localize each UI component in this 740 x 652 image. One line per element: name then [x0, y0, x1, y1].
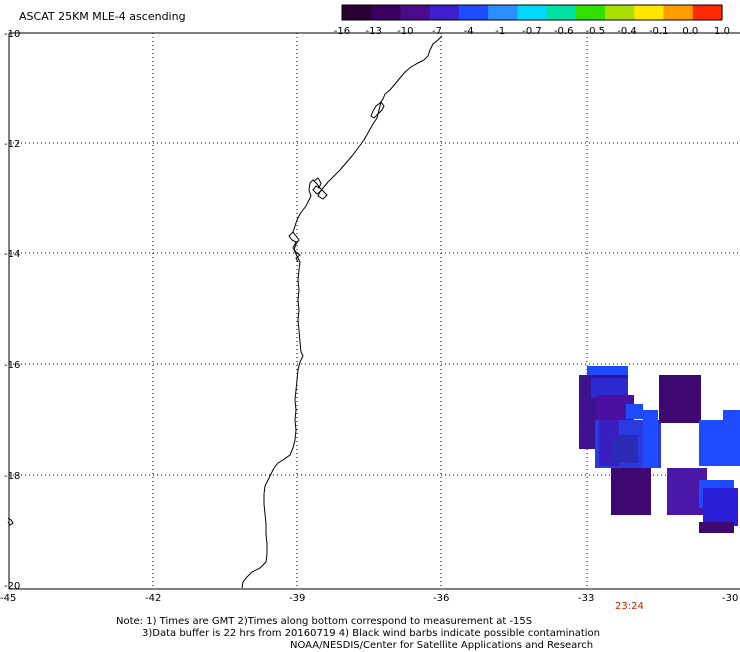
colorbar — [341, 4, 723, 21]
lon-label: -39 — [289, 593, 305, 604]
colorbar-labels: -16 -13 -10 -7 -4 -1 -0.7 -0.6 -0.5 -0.4 -0.1 0.0 1.… — [334, 26, 730, 37]
colorbar-segment — [429, 5, 460, 20]
colorbar-label: -0.1 — [649, 26, 669, 37]
lat-axis-labels: -10 -12 -14 -16 -18 -20 — [4, 29, 20, 592]
lat-label: -18 — [4, 471, 20, 482]
colorbar-label: -13 — [366, 26, 382, 37]
colorbar-segment — [605, 5, 635, 20]
colorbar-label: -10 — [397, 26, 413, 37]
lat-label: -12 — [4, 139, 20, 150]
wind-data-cells — [579, 366, 740, 533]
lat-label: -14 — [4, 249, 20, 260]
data-gap — [709, 472, 740, 480]
note-line-2: 3)Data buffer is 22 hrs from 20160719 4)… — [142, 628, 600, 639]
note-line-3: NOAA/NESDIS/Center for Satellite Applica… — [290, 640, 594, 651]
colorbar-segment — [546, 5, 577, 20]
colorbar-segment — [400, 5, 431, 20]
lon-label: -42 — [145, 593, 161, 604]
lat-label: -20 — [4, 581, 20, 592]
lon-label: -45 — [0, 593, 16, 604]
data-cell — [626, 404, 643, 419]
colorbar-label: 1.0 — [714, 26, 730, 37]
coastline-island-west — [7, 517, 14, 526]
colorbar-segment — [663, 5, 694, 20]
colorbar-label: -7 — [432, 26, 442, 37]
lon-label: -30 — [722, 593, 738, 604]
colorbar-segment — [634, 5, 665, 20]
colorbar-label: -0.6 — [554, 26, 574, 37]
data-cell — [723, 410, 740, 466]
coastline — [241, 35, 443, 589]
data-cell — [591, 378, 628, 398]
data-cell — [611, 468, 651, 515]
colorbar-segment — [692, 5, 723, 20]
coastline-inlet-north — [312, 177, 323, 195]
colorbar-label: -16 — [334, 26, 350, 37]
colorbar-segment — [458, 5, 489, 20]
data-cell — [659, 375, 701, 423]
time-label: 23:24 — [615, 601, 644, 612]
colorbar-segment — [488, 5, 518, 20]
data-cell — [643, 410, 658, 468]
coastline-bay-south — [288, 231, 301, 263]
lon-label: -33 — [578, 593, 594, 604]
colorbar-label: -0.5 — [586, 26, 606, 37]
colorbar-label: -0.4 — [617, 26, 637, 37]
lon-label: -36 — [433, 593, 449, 604]
colorbar-label: -0.7 — [522, 26, 542, 37]
colorbar-segment — [575, 5, 606, 20]
data-cell — [613, 435, 638, 463]
data-cell — [703, 488, 738, 526]
colorbar-segment — [517, 5, 548, 20]
lat-label: -16 — [4, 360, 20, 371]
note-line-1: Note: 1) Times are GMT 2)Times along bot… — [116, 616, 533, 627]
map-title: ASCAT 25KM MLE-4 ascending — [19, 10, 186, 23]
colorbar-segment — [342, 5, 372, 20]
colorbar-label: -4 — [464, 26, 474, 37]
colorbar-segment — [371, 5, 402, 20]
lat-label: -10 — [4, 29, 20, 40]
colorbar-label: 0.0 — [682, 26, 698, 37]
grid-lines — [9, 33, 740, 589]
data-cell — [699, 522, 734, 533]
colorbar-label: -1 — [495, 26, 505, 37]
colorbar-frame — [341, 4, 723, 21]
plot-frame — [8, 32, 740, 590]
lon-axis-labels: -45 -42 -39 -36 -33 -30 — [0, 593, 738, 604]
